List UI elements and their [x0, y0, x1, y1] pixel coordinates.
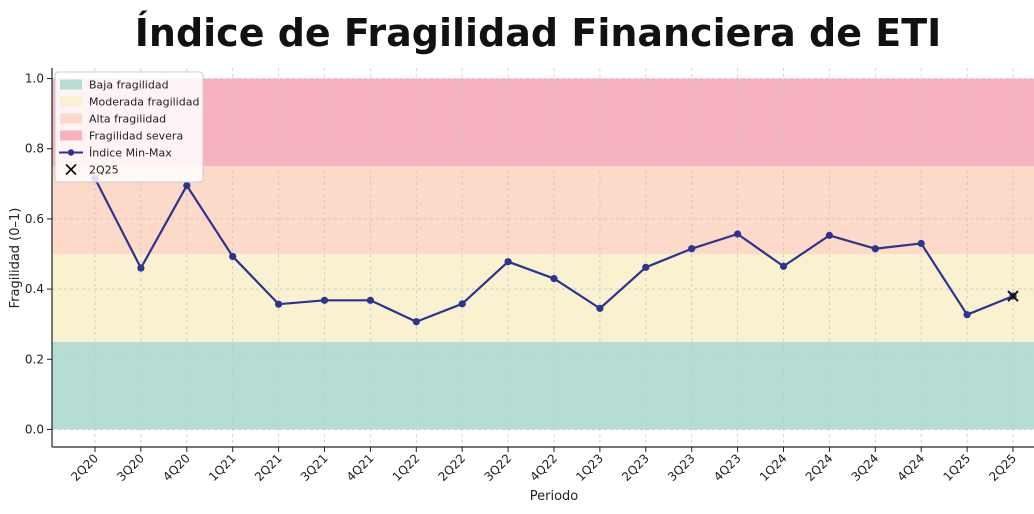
- legend-x-swatch: [65, 163, 77, 176]
- x-tick-label: 1Q23: [573, 451, 606, 484]
- data-point: [458, 300, 466, 308]
- legend-label: Fragilidad severa: [89, 130, 183, 143]
- data-point: [550, 274, 558, 283]
- legend-marker-swatch: [67, 149, 75, 156]
- x-tick-label: 4Q21: [344, 451, 377, 484]
- band-1: [52, 253, 1034, 342]
- y-tick-label: 0.0: [25, 422, 44, 436]
- legend-item: Moderada fragilidad: [60, 96, 199, 109]
- x-tick-label: 3Q20: [114, 451, 147, 484]
- x-axis-label: Periodo: [530, 489, 579, 504]
- band-2: [52, 166, 1034, 254]
- x-tick-label: 3Q22: [481, 451, 514, 484]
- x-tick-label: 2Q21: [252, 451, 285, 484]
- x-tick-label: 2Q20: [68, 451, 101, 484]
- y-tick-label: 0.4: [25, 282, 44, 296]
- legend-box: [54, 71, 204, 183]
- band-3: [52, 78, 1034, 167]
- x-tick-label: 2Q24: [803, 451, 836, 484]
- y-tick-label: 1.0: [25, 72, 44, 86]
- data-point: [825, 231, 834, 239]
- data-point: [412, 318, 420, 326]
- data-point: [779, 262, 788, 270]
- data-point: [963, 311, 971, 319]
- y-tick-label: 0.2: [25, 352, 44, 366]
- legend-label: Alta fragilidad: [89, 113, 166, 126]
- legend-item: 2Q25: [65, 163, 119, 177]
- x-tick-label: 1Q22: [390, 451, 423, 484]
- data-point: [137, 264, 145, 272]
- legend-item: Baja fragilidad: [60, 79, 169, 92]
- legend-item: Fragilidad severa: [60, 130, 183, 143]
- data-point: [275, 300, 283, 308]
- x-tick-label: 4Q20: [160, 451, 193, 484]
- data-point: [596, 304, 604, 312]
- band-0: [52, 341, 1034, 430]
- data-point: [642, 263, 650, 271]
- x-tick-label: 4Q22: [527, 451, 560, 484]
- legend-item: Índice Min-Max: [59, 147, 172, 160]
- x-tick-label: 3Q23: [665, 451, 698, 484]
- data-point: [366, 296, 374, 304]
- data-point: [320, 296, 329, 304]
- x-tick-label: 4Q23: [711, 451, 744, 484]
- data-point: [734, 230, 742, 238]
- data-point: [917, 239, 925, 248]
- y-tick-label: 0.8: [25, 142, 44, 156]
- x-tick-label: 1Q25: [940, 451, 973, 484]
- x-tick-label: 4Q24: [895, 451, 928, 484]
- x-tick-label: 1Q24: [757, 451, 790, 484]
- x-tick-label: 1Q21: [206, 451, 239, 484]
- data-point: [871, 245, 879, 253]
- legend-item: Alta fragilidad: [60, 113, 166, 126]
- x-tick-label: 3Q21: [298, 451, 331, 484]
- legend-label: Índice Min-Max: [89, 147, 172, 160]
- data-point: [229, 252, 237, 261]
- x-tick-label: 2Q25: [986, 451, 1019, 484]
- highlight-marker: [1007, 290, 1019, 302]
- legend-swatch: [60, 79, 82, 90]
- chart-title: Índice de Fragilidad Financiera de ETI: [135, 11, 942, 55]
- legend-label: Moderada fragilidad: [89, 96, 199, 109]
- legend-swatch: [60, 113, 82, 124]
- y-axis-label: Fragilidad (0–1): [8, 208, 23, 309]
- legend-swatch: [60, 96, 82, 107]
- legend-swatch: [60, 130, 82, 141]
- data-point: [504, 258, 512, 266]
- y-tick-label: 0.6: [25, 212, 44, 226]
- highlight-marker-stroke: [1007, 290, 1019, 302]
- legend-label: Baja fragilidad: [89, 79, 169, 92]
- x-tick-label: 3Q24: [849, 451, 882, 484]
- data-point: [688, 245, 696, 253]
- legend-label: 2Q25: [89, 164, 119, 177]
- x-tick-label: 2Q23: [619, 451, 652, 484]
- data-point: [183, 181, 191, 190]
- x-tick-label: 2Q22: [436, 451, 469, 484]
